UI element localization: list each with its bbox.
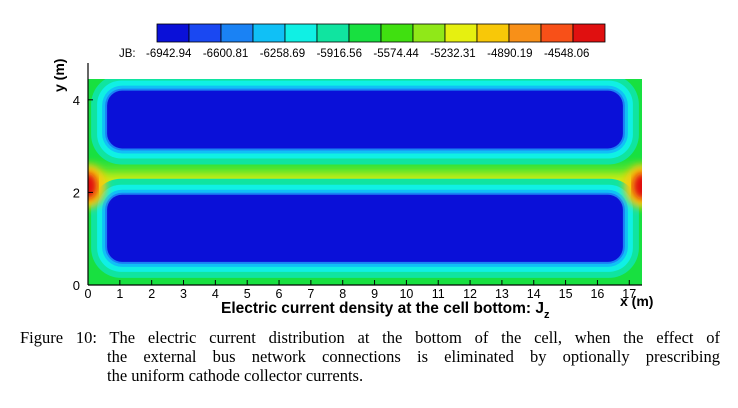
band-contour <box>107 194 623 262</box>
colorbar-tick-label: -5916.56 <box>317 48 362 60</box>
colorbar-tick-label: -5232.31 <box>430 48 475 60</box>
x-tick-label: 15 <box>559 287 573 301</box>
x-tick-label: 10 <box>399 287 413 301</box>
right-hotspot-core <box>633 173 642 199</box>
caption-line-2: the external bus network connections is … <box>107 347 720 366</box>
legend-label: JB: <box>119 48 136 60</box>
x-tick-label: 0 <box>85 287 92 301</box>
colorbar-tick-label: -4890.19 <box>487 48 532 60</box>
contour-field <box>88 79 642 285</box>
x-tick-label: 13 <box>495 287 509 301</box>
x-tick-label: 17 <box>622 287 636 301</box>
colorbar-tick-label: -6258.69 <box>260 48 305 60</box>
x-tick-label: 16 <box>590 287 604 301</box>
y-tick-label: 0 <box>73 278 80 293</box>
caption-line-1: Figure 10: The electric current distribu… <box>20 328 720 347</box>
x-tick-label: 3 <box>180 287 187 301</box>
colorbar-cell <box>572 23 606 43</box>
colorbar-tick-label: -6600.81 <box>203 48 248 60</box>
x-tick-label: 4 <box>212 287 219 301</box>
plot-subtitle-sub: z <box>544 309 550 321</box>
caption-line-3: the uniform cathode collector currents. <box>107 366 364 385</box>
y-axis-label: y (m) <box>51 59 67 92</box>
plot-subtitle-main: Electric current density at the cell bot… <box>221 300 544 317</box>
x-tick-label: 9 <box>371 287 378 301</box>
x-tick-label: 12 <box>463 287 477 301</box>
plot-subtitle: Electric current density at the cell bot… <box>221 300 550 321</box>
colorbar-tick-label: -6942.94 <box>146 48 192 60</box>
colorbar-legend: JB: -6942.94 -6600.81 -6258.69 -5916.56 -557… <box>119 23 606 60</box>
x-tick-label: 11 <box>432 287 445 301</box>
band-contour <box>107 90 623 149</box>
x-tick-label: 1 <box>116 287 123 301</box>
y-tick-label: 2 <box>73 185 80 200</box>
x-tick-label: 8 <box>339 287 346 301</box>
y-tick-label: 4 <box>73 93 80 108</box>
x-tick-label: 5 <box>244 287 251 301</box>
contour-plot: 0 1 2 3 4 5 6 7 8 9 10 11 12 13 14 15 16 17 024 y (m) x (… <box>51 59 653 321</box>
x-tick-label: 7 <box>307 287 314 301</box>
x-tick-label: 14 <box>527 287 541 301</box>
x-tick-label: 6 <box>276 287 283 301</box>
colorbar-tick-label: -5574.44 <box>373 48 419 60</box>
x-axis-label: x (m) <box>620 293 653 309</box>
x-tick-label: 2 <box>148 287 155 301</box>
colorbar-tick-label: -4548.06 <box>544 48 589 60</box>
